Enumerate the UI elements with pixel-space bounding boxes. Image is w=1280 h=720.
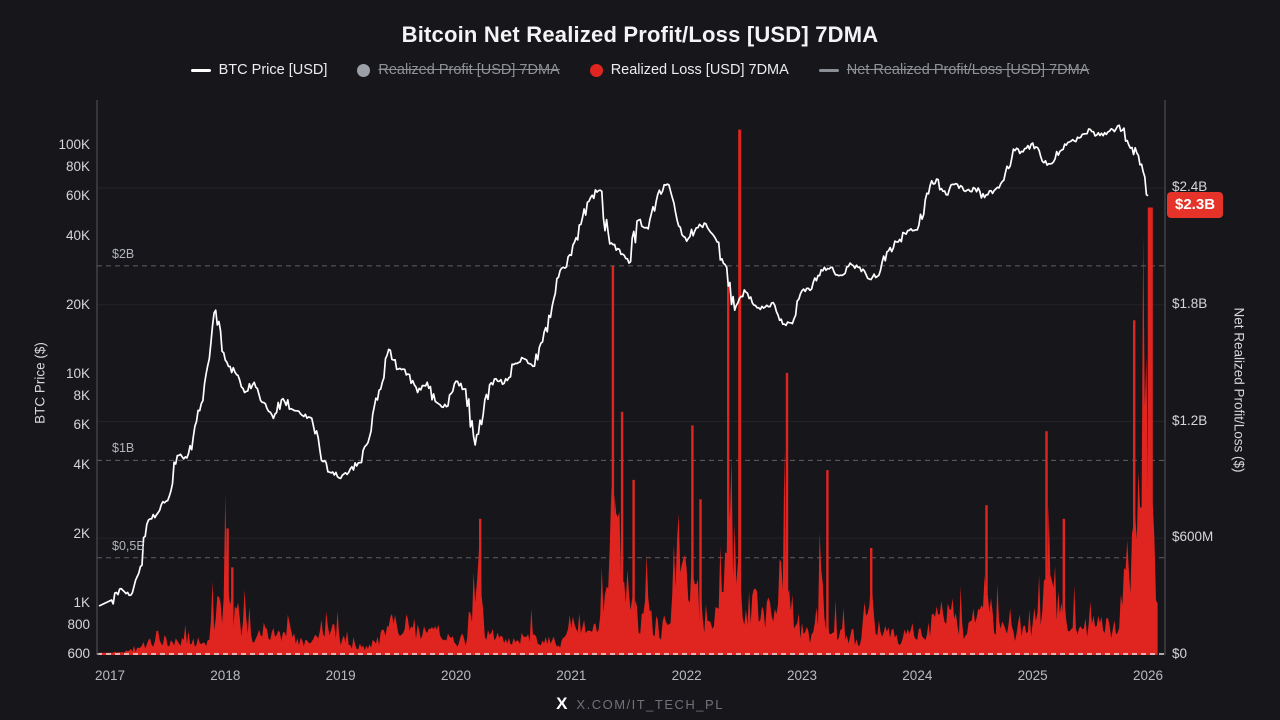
- loss-spike: [226, 528, 229, 655]
- chart-title: Bitcoin Net Realized Profit/Loss [USD] 7…: [401, 22, 879, 47]
- legend-item-btc-price[interactable]: BTC Price [USD]: [190, 62, 328, 78]
- loss-spike: [985, 505, 988, 655]
- dot-marker-icon: [589, 63, 603, 77]
- legend-label: Realized Profit [USD] 7DMA: [378, 62, 560, 78]
- loss-spike: [479, 518, 482, 655]
- loss-spike: [826, 470, 829, 655]
- loss-spike: [727, 285, 730, 655]
- loss-spike: [699, 499, 702, 655]
- loss-spike: [691, 425, 694, 655]
- line-marker-icon: [818, 68, 839, 72]
- legend-label: Net Realized Profit/Loss [USD] 7DMA: [846, 62, 1090, 78]
- loss-spike: [1147, 207, 1153, 655]
- loss-spike: [785, 372, 789, 655]
- legend-item-realized-loss[interactable]: Realized Loss [USD] 7DMA: [589, 62, 789, 78]
- loss-spike: [1045, 431, 1048, 655]
- loss-spike: [1062, 518, 1065, 655]
- current-value-badge: $2.3B: [1167, 192, 1224, 219]
- loss-spike: [632, 479, 635, 655]
- loss-spike: [620, 411, 624, 655]
- right-axis-title: Net Realized Profit/Loss ($): [1231, 307, 1247, 473]
- legend-label: BTC Price [USD]: [218, 62, 328, 78]
- line-marker-icon: [190, 68, 211, 72]
- loss-spike: [870, 548, 873, 655]
- btc-price-line: [98, 124, 1149, 607]
- legend: BTC Price [USD] Realized Profit [USD] 7D…: [0, 62, 1280, 78]
- footer-handle: X.COM/IT_TECH_PL: [576, 696, 724, 712]
- x-logo-icon: X: [556, 694, 568, 713]
- loss-area: [99, 234, 1158, 655]
- loss-spike: [611, 265, 615, 655]
- legend-label: Realized Loss [USD] 7DMA: [610, 62, 789, 78]
- legend-item-net-realized[interactable]: Net Realized Profit/Loss [USD] 7DMA: [818, 62, 1090, 78]
- loss-spike: [738, 129, 742, 656]
- loss-spike: [231, 567, 234, 655]
- loss-spike: [1133, 320, 1136, 655]
- footer: X X.COM/IT_TECH_PL: [0, 694, 1280, 714]
- dot-marker-icon: [357, 63, 371, 77]
- left-axis-title: BTC Price ($): [32, 342, 48, 424]
- legend-item-realized-profit[interactable]: Realized Profit [USD] 7DMA: [357, 62, 560, 78]
